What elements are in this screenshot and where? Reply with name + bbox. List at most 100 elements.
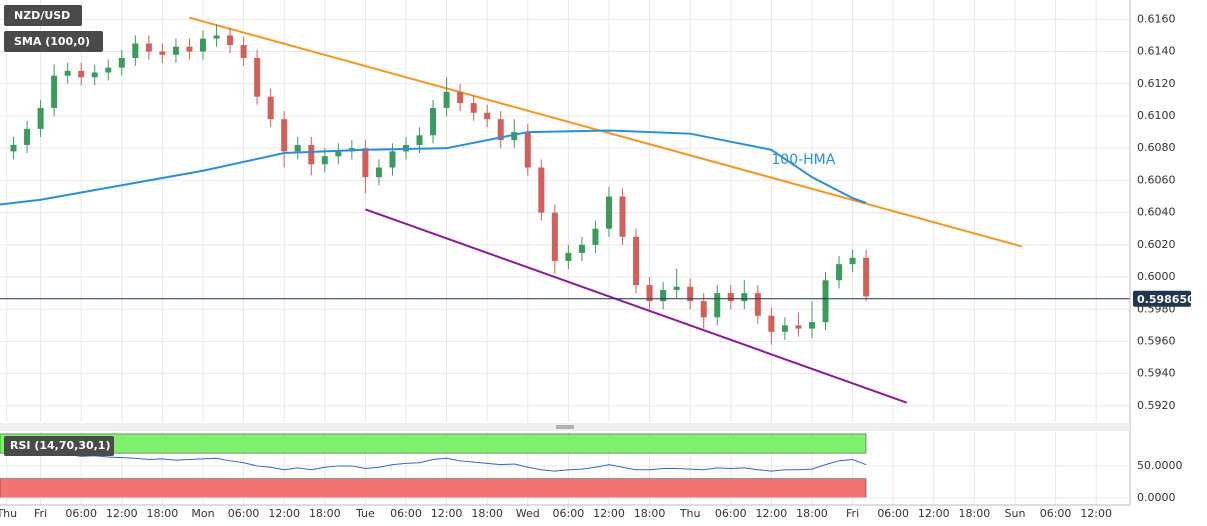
candle-body — [551, 212, 558, 261]
candle-body — [24, 128, 31, 145]
candle-body — [199, 38, 206, 52]
x-tick-label: 06:00 — [65, 507, 97, 520]
x-tick-label: 06:00 — [1040, 507, 1072, 520]
x-tick-label: 06:00 — [390, 507, 422, 520]
pane-divider[interactable] — [0, 423, 1130, 431]
candle-body — [578, 244, 585, 253]
x-tick-label: 12:00 — [756, 507, 788, 520]
candle-body — [511, 132, 518, 141]
candle-body — [389, 151, 396, 168]
candle-body — [863, 257, 870, 297]
candle-body — [727, 293, 734, 302]
x-tick-label: 18:00 — [959, 507, 991, 520]
candle-body — [186, 46, 193, 52]
candle-body — [294, 144, 301, 152]
y-tick-label: 0.6080 — [1137, 141, 1176, 154]
candle-body — [592, 228, 599, 245]
y-tick-label: 0.6000 — [1137, 270, 1176, 283]
y-tick-label: 0.6100 — [1137, 109, 1176, 122]
x-tick-label: 12:00 — [593, 507, 625, 520]
x-tick-label: 12:00 — [106, 507, 138, 520]
candle-body — [700, 301, 707, 318]
candle-body — [430, 107, 437, 136]
last-price-label: 0.598650 — [1137, 293, 1195, 306]
x-tick-label: Thu — [679, 507, 701, 520]
candle-body — [308, 144, 315, 165]
candle-body — [687, 286, 694, 302]
title-box — [4, 5, 82, 26]
x-tick-label: 12:00 — [268, 507, 300, 520]
candle-body — [660, 289, 667, 302]
x-tick-label: Thu — [0, 507, 17, 520]
rsi-band — [0, 433, 867, 454]
x-tick-label: 18:00 — [471, 507, 503, 520]
candle-body — [605, 196, 612, 229]
x-tick-label: Wed — [516, 507, 540, 520]
candle-body — [443, 91, 450, 108]
candle-body — [172, 46, 179, 55]
x-tick-label: 12:00 — [431, 507, 463, 520]
label-layer: 0.59200.59400.59600.59800.60000.60200.60… — [0, 5, 1195, 520]
x-tick-label: Mon — [191, 507, 214, 520]
x-tick-label: 12:00 — [1080, 507, 1112, 520]
x-tick-label: 18:00 — [634, 507, 666, 520]
candle-body — [808, 322, 815, 329]
candle-body — [497, 119, 504, 141]
y-tick-label: 0.6160 — [1137, 12, 1176, 25]
candle-body — [159, 51, 166, 55]
candle-body — [240, 45, 247, 58]
candle-body — [37, 107, 44, 129]
candle-body — [768, 315, 775, 332]
candle-body — [281, 119, 288, 152]
candle-body — [457, 91, 464, 104]
sma-line — [0, 129, 867, 206]
candle-body — [362, 148, 369, 178]
candle-body — [470, 103, 477, 113]
chart-title: RSI (14,70,30,1) — [10, 439, 110, 452]
y-tick-label: 0.5960 — [1137, 334, 1176, 347]
candle-body — [673, 286, 680, 290]
y-tick-label: 0.6140 — [1137, 45, 1176, 58]
x-tick-label: 06:00 — [715, 507, 747, 520]
y-tick-label: 0.5920 — [1137, 399, 1176, 412]
candle-body — [416, 135, 423, 145]
rsi-line — [13, 451, 867, 472]
legend-label: SMA (100,0) — [14, 35, 90, 48]
x-tick-label: 12:00 — [918, 507, 950, 520]
last-price-box — [1133, 290, 1191, 307]
title-box — [4, 436, 114, 456]
candle-body — [118, 57, 125, 68]
y-tick-label: 0.0000 — [1137, 491, 1176, 504]
x-tick-label: 18:00 — [796, 507, 828, 520]
candle-body — [822, 280, 829, 323]
trendline — [365, 208, 908, 404]
x-tick-label: Sun — [1005, 507, 1026, 520]
candle-body — [633, 236, 640, 286]
candle-body — [132, 43, 139, 58]
y-tick-label: 0.6060 — [1137, 173, 1176, 186]
x-tick-label: 06:00 — [553, 507, 585, 520]
candle-body — [849, 257, 856, 265]
y-tick-label: 50.0000 — [1137, 459, 1183, 472]
candle-body — [10, 144, 17, 152]
x-tick-label: Fri — [34, 507, 47, 520]
legend-box — [4, 31, 103, 52]
candle-body — [335, 151, 342, 157]
candle-body — [78, 70, 85, 78]
candle-body — [524, 132, 531, 168]
overlay-annotation: 100-HMA — [771, 152, 835, 168]
candle-body — [781, 325, 788, 332]
rsi-band — [0, 478, 867, 499]
candle-body — [51, 75, 58, 108]
candle-body — [105, 67, 112, 73]
candle-body — [375, 167, 382, 178]
candle-body — [145, 43, 152, 52]
candle-body — [754, 293, 761, 316]
x-tick-label: 06:00 — [228, 507, 260, 520]
candle-body — [565, 252, 572, 261]
x-tick-label: 06:00 — [877, 507, 909, 520]
candle-body — [213, 35, 220, 39]
candle-body — [484, 112, 491, 120]
candle-body — [227, 35, 234, 46]
